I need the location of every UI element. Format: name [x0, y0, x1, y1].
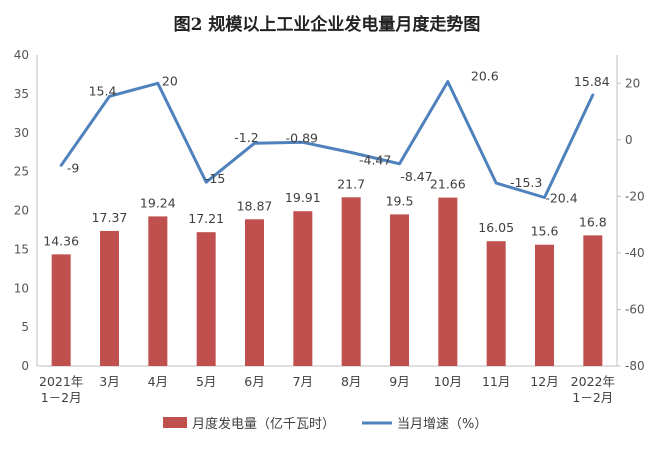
line-value-label: -0.89 [286, 130, 318, 145]
x-tick-label: 9月 [389, 374, 409, 389]
x-tick-label-line: 5月 [196, 374, 216, 389]
bar [390, 214, 409, 366]
bar-value-label: 16.8 [579, 214, 607, 229]
line-value-label: -1.2 [234, 130, 258, 145]
x-tick-label: 5月 [196, 374, 216, 389]
axes: 0 5 10 15 20 25 30 35 40 20 0 -20 -40 -60 -80 [14, 48, 645, 373]
bar [583, 235, 603, 366]
line-value-label: -9 [67, 160, 80, 175]
x-tick-label-line: 9月 [389, 374, 409, 389]
bar [100, 230, 119, 366]
bar [148, 216, 168, 366]
x-tick-label: 10月 [434, 374, 462, 389]
bar [438, 197, 458, 366]
line-value-label: -15 [205, 171, 225, 186]
y-right-tick-label: -60 [625, 302, 645, 316]
x-tick-label: 4月 [148, 374, 168, 389]
bar-value-label: 19.5 [386, 193, 414, 208]
legend-swatch-bar [163, 417, 187, 428]
x-tick-label-line: 3月 [99, 374, 119, 389]
bar [51, 254, 71, 366]
y-left-tick-label: 15 [14, 242, 29, 256]
bar-value-label: 17.21 [188, 211, 224, 226]
data-labels: 14.36 17.37 19.24 17.21 18.87 19.91 21.7 19.5 21… [43, 69, 609, 249]
x-tick-label-line: 2021年 [39, 374, 83, 389]
x-tick-label-line: 2022年 [571, 374, 615, 389]
y-left-tick-label: 20 [14, 204, 29, 218]
y-left-tick-label: 35 [14, 87, 29, 101]
line-value-label: 20 [162, 73, 178, 88]
x-tick-label-line: 11月 [482, 374, 510, 389]
y-right-tick-label: 20 [625, 76, 640, 90]
line-value-label: 15.4 [89, 83, 117, 98]
bar-value-label: 17.37 [92, 210, 128, 225]
line-value-label: -15.3 [510, 175, 542, 190]
y-left-tick-label: 30 [14, 126, 29, 140]
x-tick-label-line: 1－2月 [41, 390, 82, 405]
x-tick-label-line: 1－2月 [572, 390, 613, 405]
bar-value-label: 19.91 [285, 190, 321, 205]
line-value-label: -8.47 [400, 169, 432, 184]
x-tick-label: 2022年 1－2月 [571, 374, 615, 405]
x-tick-label-line: 10月 [434, 374, 462, 389]
chart-title: 图2 规模以上工业企业发电量月度走势图 [174, 14, 481, 35]
bar-value-label: 19.24 [140, 195, 176, 210]
y-right-tick-label: -20 [625, 189, 645, 203]
growth-line [59, 80, 595, 199]
bar-value-label: 16.05 [478, 220, 514, 235]
bar [245, 219, 264, 366]
line-value-label: 15.84 [574, 74, 610, 89]
y-right-tick-label: -80 [625, 359, 645, 373]
x-tick-label: 7月 [293, 374, 313, 389]
bar-value-label: 18.87 [237, 198, 273, 213]
legend-label-line: 当月增速（%） [397, 417, 487, 432]
x-tick-label-line: 8月 [341, 374, 361, 389]
bar-series [51, 197, 603, 366]
bar [535, 244, 554, 366]
bar-value-label: 15.6 [531, 224, 559, 239]
x-tick-label: 11月 [482, 374, 510, 389]
x-tick-label: 6月 [244, 374, 264, 389]
x-tick-label-line: 6月 [244, 374, 264, 389]
y-left-tick-label: 25 [14, 165, 29, 179]
x-tick-label: 3月 [99, 374, 119, 389]
y-left-tick-label: 0 [21, 359, 29, 373]
y-left-tick-label: 10 [14, 281, 29, 295]
line-value-label: 20.6 [471, 69, 499, 84]
legend: 月度发电量（亿千瓦时） 当月增速（%） [163, 416, 487, 432]
legend-label-bar: 月度发电量（亿千瓦时） [192, 416, 335, 432]
bar [486, 241, 506, 366]
bar-value-label: 14.36 [43, 233, 79, 248]
x-tick-label: 2021年 1－2月 [39, 374, 83, 405]
y-right-tick-label: 0 [625, 133, 633, 147]
bar [293, 211, 313, 366]
bar [341, 197, 361, 366]
y-left-tick-label: 40 [14, 48, 29, 62]
x-tick-label-line: 7月 [293, 374, 313, 389]
x-tick-label: 12月 [530, 374, 558, 389]
y-right-tick-label: -40 [625, 246, 645, 260]
line-value-label: -20.4 [545, 190, 577, 205]
bar-value-label: 21.7 [337, 176, 365, 191]
line-value-label: -4.47 [359, 152, 391, 167]
x-tick-label-line: 4月 [148, 374, 168, 389]
bar [196, 232, 216, 366]
x-tick-label: 8月 [341, 374, 361, 389]
y-left-tick-label: 5 [21, 320, 29, 334]
line-series [59, 80, 595, 199]
x-tick-label-line: 12月 [530, 374, 558, 389]
bar-value-label: 21.66 [430, 177, 466, 192]
